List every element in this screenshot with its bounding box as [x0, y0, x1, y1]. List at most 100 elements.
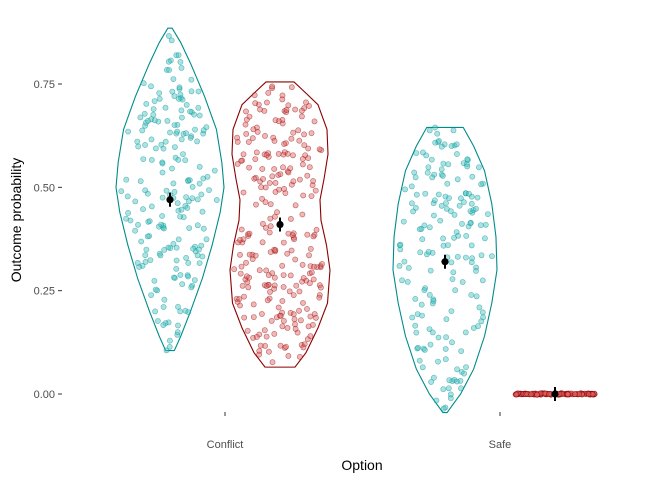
data-point: [138, 238, 145, 245]
mean-marker: [551, 390, 559, 398]
data-point: [304, 172, 311, 179]
data-point: [284, 150, 291, 157]
data-point: [279, 96, 286, 103]
data-point: [304, 231, 311, 238]
data-point: [166, 337, 173, 344]
data-point: [249, 135, 256, 142]
data-point: [159, 169, 166, 176]
data-point: [166, 67, 172, 73]
data-point: [186, 225, 193, 231]
data-point: [137, 114, 144, 121]
data-point: [242, 121, 249, 128]
data-point: [194, 252, 201, 259]
data-point: [440, 405, 447, 412]
data-point: [254, 128, 261, 135]
data-point: [132, 198, 139, 205]
data-point: [290, 178, 297, 185]
data-point: [484, 211, 491, 217]
data-point: [296, 307, 302, 314]
data-point: [564, 391, 571, 398]
data-point: [206, 187, 212, 193]
data-point: [246, 230, 253, 237]
x-axis-title: Option: [341, 457, 382, 473]
data-point: [170, 240, 177, 247]
data-point: [263, 267, 270, 274]
data-point: [268, 317, 275, 324]
data-point: [283, 109, 290, 115]
data-point: [474, 194, 481, 201]
data-point: [438, 166, 445, 173]
data-point: [305, 145, 312, 152]
data-point: [271, 213, 278, 220]
data-point: [195, 88, 202, 95]
data-point: [148, 156, 155, 163]
data-point: [419, 312, 425, 319]
data-point: [482, 221, 489, 228]
data-point: [448, 308, 455, 314]
data-point: [528, 391, 535, 398]
data-point: [144, 233, 151, 240]
violin-safe-left: [392, 126, 498, 414]
data-point: [241, 293, 247, 300]
data-point: [478, 252, 485, 259]
data-point: [304, 306, 310, 312]
data-point: [188, 88, 195, 95]
data-point: [118, 188, 125, 195]
data-point: [196, 180, 203, 187]
data-point: [178, 136, 185, 143]
data-point: [243, 108, 249, 115]
data-point: [152, 308, 158, 315]
data-point: [443, 205, 450, 212]
data-point: [173, 265, 180, 272]
data-point: [251, 92, 258, 99]
data-point: [410, 208, 416, 215]
data-point: [488, 253, 495, 260]
data-point: [449, 339, 455, 346]
data-point: [269, 173, 276, 180]
data-point: [163, 187, 170, 194]
data-point: [288, 181, 295, 188]
data-point: [263, 333, 270, 340]
data-point: [470, 325, 477, 331]
data-point: [298, 113, 305, 120]
data-point: [450, 127, 457, 134]
data-point: [143, 101, 150, 107]
y-tick-label: 0.50: [34, 182, 55, 194]
data-point: [271, 137, 278, 144]
data-point: [299, 161, 306, 168]
data-point: [200, 225, 207, 232]
data-point: [182, 157, 189, 164]
data-point: [417, 249, 424, 256]
data-point: [171, 93, 178, 99]
data-point: [158, 221, 164, 228]
data-point: [309, 321, 316, 328]
data-point: [413, 329, 420, 336]
data-point: [463, 232, 470, 239]
data-point: [290, 311, 297, 318]
data-point: [170, 180, 177, 187]
data-point: [158, 141, 165, 148]
data-point: [196, 112, 203, 119]
data-point: [240, 236, 247, 243]
data-point: [152, 286, 159, 293]
data-point: [473, 205, 479, 212]
data-point: [404, 278, 411, 285]
data-point: [465, 223, 472, 230]
data-point: [198, 242, 205, 249]
data-point: [396, 262, 403, 269]
data-point: [290, 292, 297, 298]
data-point: [175, 52, 182, 58]
data-point: [291, 316, 298, 323]
y-axis-title: Outcome probability: [8, 158, 24, 283]
data-point: [190, 245, 196, 252]
data-point: [453, 151, 460, 157]
data-point: [430, 297, 437, 304]
data-point: [287, 165, 294, 172]
data-point: [454, 253, 461, 260]
data-point: [434, 130, 441, 137]
data-point: [234, 138, 241, 145]
data-point: [311, 118, 318, 125]
data-point: [300, 344, 307, 351]
data-point: [183, 254, 189, 261]
data-point: [397, 246, 404, 253]
